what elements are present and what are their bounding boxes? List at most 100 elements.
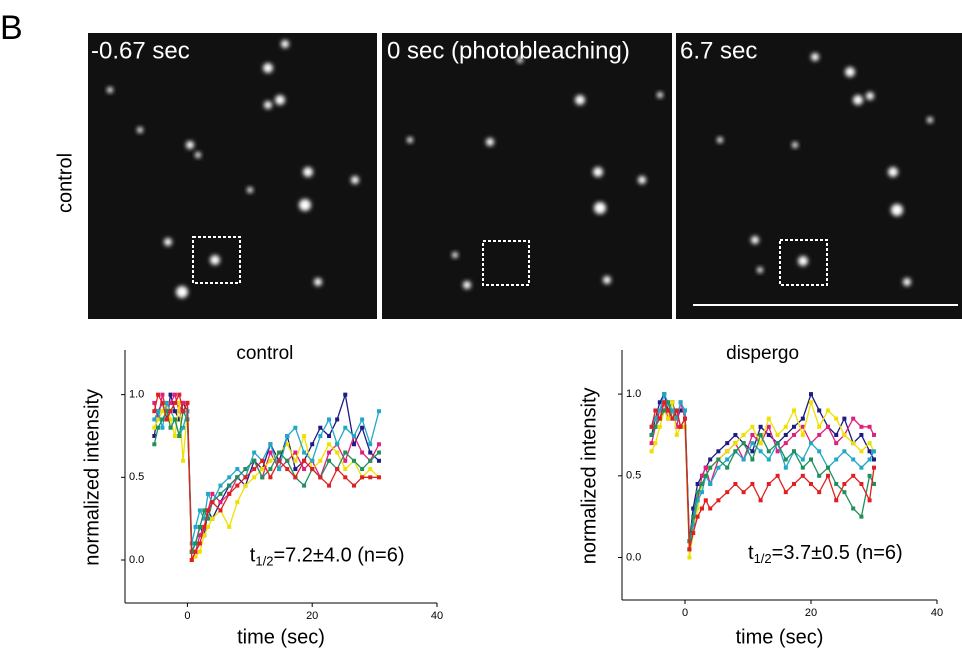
data-point — [277, 467, 282, 472]
data-point — [376, 442, 381, 447]
spot — [351, 176, 359, 184]
data-point — [800, 457, 805, 462]
data-point — [851, 506, 856, 511]
data-point — [168, 425, 173, 430]
data-point — [741, 490, 746, 495]
data-point — [243, 475, 248, 480]
data-point — [360, 450, 365, 455]
data-point — [235, 475, 240, 480]
data-point — [653, 424, 658, 429]
spot — [164, 238, 172, 246]
data-point — [817, 432, 822, 437]
data-point — [352, 458, 357, 463]
data-point — [703, 498, 708, 503]
data-point — [260, 467, 265, 472]
data-point — [670, 408, 675, 413]
x-tick-label: 20 — [306, 610, 318, 622]
annotation-text: =3.7±0.5 (n=6) — [772, 543, 903, 565]
panel-label: B — [0, 9, 23, 47]
image-panel — [88, 33, 377, 319]
data-point — [360, 475, 365, 480]
data-point — [687, 547, 692, 552]
data-point — [791, 424, 796, 429]
data-point — [716, 498, 721, 503]
data-point — [716, 457, 721, 462]
data-point — [193, 554, 198, 559]
spot — [517, 57, 523, 63]
data-point — [302, 483, 307, 488]
data-point — [156, 392, 161, 397]
data-point — [733, 449, 738, 454]
data-point — [168, 409, 173, 414]
data-point — [674, 424, 679, 429]
data-point — [872, 481, 876, 486]
data-point — [352, 433, 357, 438]
data-point — [343, 467, 348, 472]
data-point — [809, 457, 813, 462]
spot — [263, 63, 273, 73]
data-point — [368, 467, 373, 472]
data-point — [775, 441, 780, 446]
spot — [486, 138, 494, 146]
data-point — [327, 450, 332, 455]
data-point — [293, 475, 298, 480]
data-point — [783, 432, 788, 437]
data-point — [783, 490, 788, 495]
data-point — [695, 490, 700, 495]
data-point — [268, 458, 273, 463]
data-point — [657, 400, 662, 405]
x-tick-label: 40 — [931, 607, 943, 619]
data-point — [172, 400, 177, 405]
x-tick-label: 0 — [682, 607, 688, 619]
data-point — [766, 449, 771, 454]
data-point — [152, 433, 157, 438]
data-point — [327, 458, 332, 463]
data-point — [653, 416, 658, 421]
data-point — [725, 449, 730, 454]
data-point — [842, 490, 847, 495]
data-point — [683, 416, 687, 421]
data-point — [800, 424, 805, 429]
data-point — [783, 457, 788, 462]
data-point — [164, 409, 169, 414]
spot — [853, 95, 863, 105]
data-point — [817, 424, 822, 429]
data-point — [202, 524, 207, 529]
spot — [603, 276, 611, 284]
data-point — [197, 549, 202, 554]
data-point — [842, 481, 847, 486]
data-point — [834, 498, 839, 503]
data-point — [826, 473, 831, 478]
data-point — [189, 558, 194, 563]
data-point — [360, 425, 365, 430]
y-tick-label: 0.0 — [626, 551, 641, 563]
spot — [593, 167, 603, 177]
data-point — [867, 473, 872, 478]
data-point — [775, 432, 780, 437]
data-point — [343, 425, 348, 430]
data-point — [293, 450, 298, 455]
data-point — [867, 457, 872, 462]
data-point — [703, 465, 708, 470]
annotation-subscript: 1/2 — [754, 552, 772, 567]
spot — [798, 256, 808, 266]
image-label: 6.7 sec — [680, 37, 757, 64]
data-point — [758, 424, 763, 429]
data-point — [657, 408, 662, 413]
data-point — [758, 498, 763, 503]
data-point — [758, 449, 763, 454]
data-point — [826, 465, 831, 470]
data-point — [197, 533, 202, 538]
data-point — [817, 408, 822, 413]
spot — [751, 236, 759, 244]
annotation-symbol: t — [748, 543, 754, 565]
data-point — [834, 457, 839, 462]
data-point — [285, 458, 290, 463]
data-point — [657, 416, 662, 421]
data-point — [741, 432, 746, 437]
data-point — [168, 400, 173, 405]
data-point — [177, 400, 182, 405]
spot — [452, 252, 458, 258]
data-point — [649, 449, 654, 454]
